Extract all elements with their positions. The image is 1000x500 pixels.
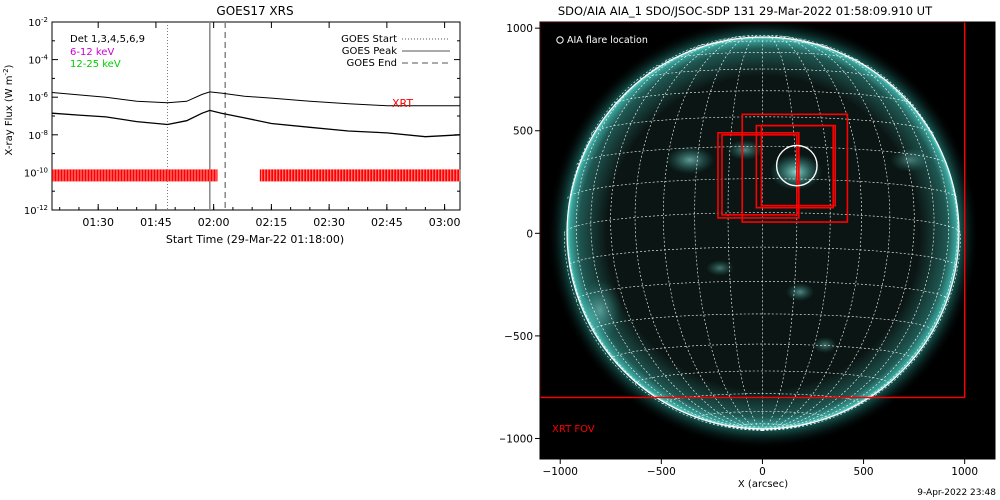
y-tick-label: 10-8 (28, 129, 48, 142)
y-tick-label: 10-4 (28, 54, 48, 67)
grid-line (665, 52, 860, 61)
active-region (786, 283, 814, 301)
x-tick-label: 01:45 (140, 216, 172, 229)
goes-plot-area: 01:30 01:45 02:00 02:15 02:30 02:45 03:0010-21… (24, 16, 461, 229)
active-region (666, 146, 714, 174)
aia-image-panel: SDO/AIA AIA_1 SDO/JSOC-SDP 131 29-Mar-20… (500, 4, 996, 490)
y-tick-exponent: -6 (41, 91, 49, 99)
y-tick-exponent: -2 (41, 16, 48, 24)
goes-chart-title: GOES17 XRS (216, 4, 293, 18)
flare-legend-marker (556, 36, 564, 44)
y-tick-base: 10 (28, 56, 41, 67)
goes-x-axis-label: Start Time (29-Mar-22 01:18:00) (166, 233, 344, 246)
grid-line (663, 35, 763, 431)
grid-line (762, 35, 798, 431)
fov-box (717, 131, 800, 219)
grid-line (762, 36, 915, 431)
y-tick-exponent: -8 (41, 129, 48, 137)
y-tick-exponent: -10 (37, 166, 48, 174)
legend-goes-end: GOES End (347, 58, 397, 69)
y-tick-label: 10-10 (24, 166, 48, 179)
x-tick-label: 500 (854, 466, 874, 478)
legend-det-label: Det 1,3,4,5,6,9 (70, 34, 145, 45)
legend-6-12-kev: 6-12 keV (70, 47, 114, 58)
y-tick-label: 500 (513, 126, 533, 138)
x-tick-label: 02:45 (371, 216, 403, 229)
goes-y-axis-label-close: ) (4, 64, 15, 68)
x-tick-label: 02:00 (198, 216, 230, 229)
fov-box (721, 134, 798, 216)
aia-axes: −1000 −500 0 500 1000 1000 500 0 −500 −1000 (500, 23, 978, 478)
aia-image-frame (539, 21, 996, 460)
flare-legend-text: AIA flare location (567, 35, 648, 46)
grid-line (567, 178, 958, 199)
y-tick-label: 0 (526, 228, 533, 240)
x-tick-label: 1000 (951, 466, 978, 478)
grid-line (762, 35, 831, 431)
goes-xrt-label: XRT (392, 97, 413, 110)
legend-goes-peak: GOES Peak (342, 46, 397, 57)
goes-xrs-chart: GOES17 XRS 01:30 01:45 02:00 02:15 02:30 02:4… (2, 4, 461, 246)
grid-line (694, 35, 763, 431)
x-tick-label: 0 (759, 466, 766, 478)
grid-line (611, 90, 914, 106)
goes-legend-left: Det 1,3,4,5,6,9 6-12 keV 12-25 keV (70, 34, 145, 70)
x-tick-label: 01:30 (82, 216, 114, 229)
active-region (890, 148, 930, 172)
y-tick-exponent: -4 (41, 54, 49, 62)
y-tick-base: 10 (24, 206, 37, 217)
flux-series-line (51, 109, 461, 138)
goes-y-axis-label: X-ray Flux (W m-2) (2, 64, 15, 155)
fov-box (760, 124, 837, 207)
x-tick-label: 02:30 (313, 216, 345, 229)
flux-series-line (51, 91, 460, 107)
grid-line (727, 423, 798, 428)
y-tick-base: 10 (28, 131, 41, 142)
y-tick-base: 10 (24, 168, 37, 179)
xrt-fov-box (540, 22, 966, 399)
legend-goes-start: GOES Start (341, 34, 397, 45)
grid-line (727, 35, 763, 431)
y-tick-label: 10-12 (24, 204, 48, 217)
y-tick-label: −500 (504, 331, 533, 343)
y-tick-label: −1000 (500, 433, 533, 445)
y-tick-base: 10 (28, 18, 41, 29)
flare-location-legend: AIA flare location (556, 35, 648, 46)
grid-line (694, 411, 831, 419)
xrt-fov-label: XRT FOV (552, 424, 595, 435)
x-tick-label: 02:15 (256, 216, 288, 229)
goes-y-axis-label-text: X-ray Flux (W m (4, 75, 15, 155)
grid-line (576, 146, 949, 165)
fov-box (741, 113, 849, 223)
grid-line (762, 35, 862, 431)
solar-limb-outline (566, 36, 960, 430)
goes-y-axis-label-sup: -2 (2, 68, 10, 75)
x-tick-label: −500 (647, 466, 676, 478)
y-tick-label: 10-2 (28, 16, 48, 29)
active-region (706, 260, 734, 276)
active-region (813, 337, 837, 353)
y-tick-exponent: -12 (37, 204, 48, 212)
plot-timestamp: 9-Apr-2022 23:48 (917, 488, 996, 498)
flare-location-circle (775, 144, 818, 187)
grid-line (610, 36, 763, 431)
aia-overlays (540, 22, 966, 399)
grid-line (762, 43, 950, 431)
solar-disk (567, 37, 959, 429)
y-tick-label: 1000 (506, 23, 533, 35)
active-region (727, 140, 763, 160)
aia-title: SDO/AIA AIA_1 SDO/JSOC-SDP 131 29-Mar-20… (558, 4, 933, 18)
y-tick-label: 10-6 (28, 91, 48, 104)
goes-legend-right: GOES Start GOES Peak GOES End (341, 34, 450, 69)
aia-x-axis-label: X (arcsec) (738, 479, 788, 490)
x-tick-label: −1000 (542, 466, 578, 478)
y-tick-base: 10 (28, 93, 41, 104)
legend-12-25-kev: 12-25 keV (70, 59, 121, 70)
x-tick-label: 03:00 (429, 216, 461, 229)
